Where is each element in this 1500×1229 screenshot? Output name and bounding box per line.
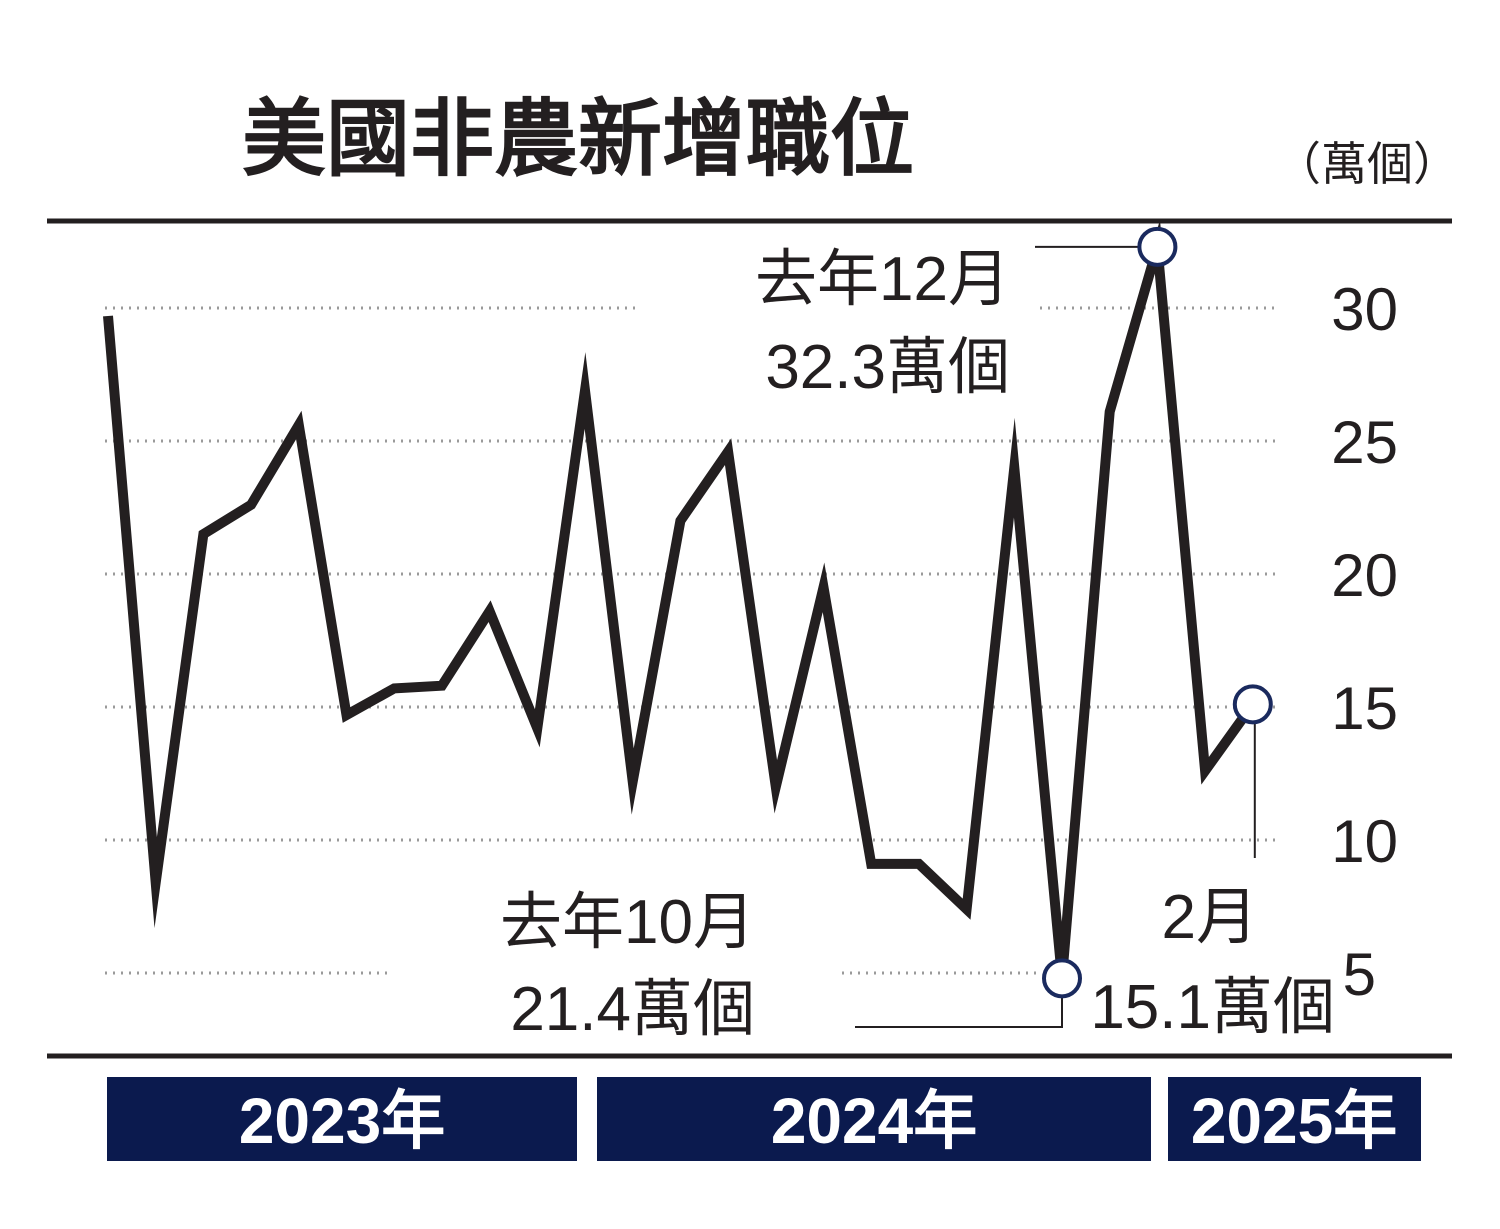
- annotation-oct-line1: 去年10月: [500, 888, 755, 957]
- annotation-dec-line1: 去年12月: [755, 245, 1010, 314]
- leader-oct: [855, 996, 1063, 1028]
- unit-label: （萬個）: [1275, 137, 1459, 191]
- y-axis-ticks: 30 25 20 15 10 5: [1331, 276, 1398, 1008]
- marker-feb-2025: [1232, 684, 1273, 725]
- year-label-2023: 2023年: [239, 1085, 445, 1157]
- marker-dec-2024: [1137, 226, 1178, 267]
- grid-lines: [105, 306, 1280, 975]
- y-tick-label: 20: [1331, 542, 1398, 609]
- y-tick-label: 25: [1331, 409, 1398, 476]
- chart-title: 美國非農新增職位: [242, 90, 914, 188]
- year-label-2025: 2025年: [1191, 1085, 1397, 1157]
- series-line: [103, 219, 1257, 979]
- year-label-2024: 2024年: [771, 1085, 977, 1157]
- marker-oct-2024: [1042, 958, 1082, 999]
- annotation-leaders: [855, 245, 1256, 1028]
- annotation-feb-line1: 2月: [1162, 883, 1258, 952]
- annotation-oct-line2: 21.4萬個: [510, 975, 755, 1044]
- y-tick-label: 10: [1331, 808, 1398, 875]
- y-tick-label: 5: [1343, 941, 1376, 1008]
- y-tick-label: 15: [1331, 675, 1398, 742]
- year-band-2024: [597, 1077, 1151, 1161]
- annotation-dec-line2: 32.3萬個: [765, 333, 1010, 402]
- year-band-2025: [1168, 1077, 1421, 1161]
- year-band-2023: [107, 1077, 577, 1161]
- annotation-feb-line2: 15.1萬個: [1090, 973, 1335, 1042]
- y-tick-label: 30: [1331, 276, 1398, 343]
